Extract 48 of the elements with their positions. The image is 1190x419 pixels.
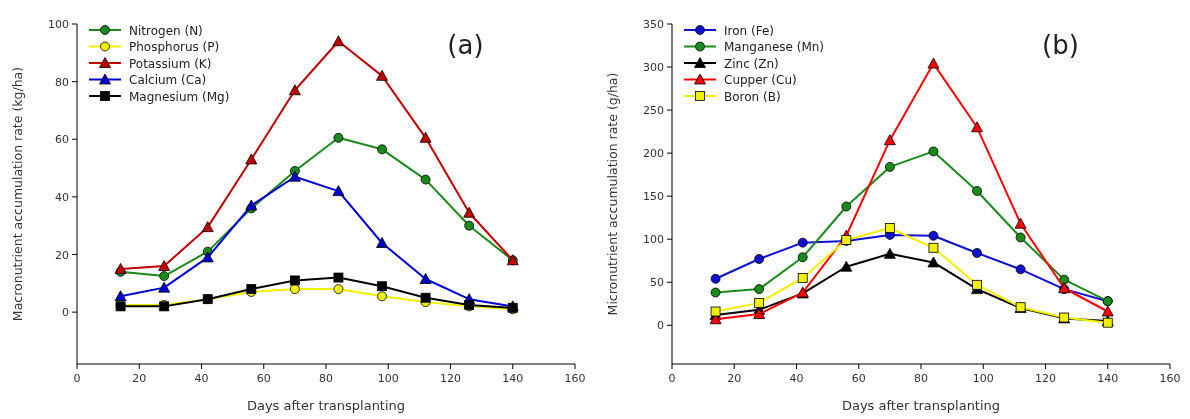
y-tick-label: 100 [48, 18, 69, 31]
x-tick-label: 60 [256, 372, 271, 385]
x-tick-label: 40 [789, 372, 804, 385]
y-tick-label: 0 [62, 306, 69, 320]
x-tick-label: 160 [564, 372, 586, 385]
legend-label: Nitrogen (N) [129, 23, 203, 38]
y-tick-label: 0 [657, 319, 664, 333]
x-tick-label: 160 [1159, 372, 1181, 385]
y-axis-title: Macronutrient accumulation rate (kg/ha) [10, 66, 25, 322]
x-tick-label: 40 [194, 372, 209, 385]
y-axis-title: Micronutrient accumulation rate (g/ha) [605, 72, 620, 316]
x-tick-label: 60 [851, 372, 866, 385]
legend-label: Potassium (K) [129, 56, 212, 71]
y-tick-label: 200 [643, 147, 664, 161]
y-tick-label: 300 [643, 61, 664, 75]
x-tick-label: 80 [914, 372, 928, 385]
y-tick-label: 100 [643, 233, 664, 247]
x-tick-label: 140 [502, 372, 524, 385]
x-tick-label: 100 [377, 372, 399, 385]
legend-label: Zinc (Zn) [724, 56, 779, 71]
x-axis-title: Days after transplanting [841, 398, 1001, 413]
x-tick-label: 100 [972, 372, 994, 385]
x-tick-label: 0 [73, 372, 81, 385]
y-tick-label: 40 [55, 190, 69, 204]
y-tick-label: 20 [55, 248, 69, 262]
annotation: (a) [447, 30, 484, 60]
x-tick-label: 80 [319, 372, 333, 385]
y-tick-label: 60 [55, 133, 69, 147]
x-tick-label: 20 [132, 372, 147, 385]
legend-label: Manganese (Mn) [724, 40, 825, 54]
x-tick-label: 140 [1097, 372, 1119, 385]
y-tick-label: 250 [643, 104, 664, 118]
y-tick-label: 80 [55, 75, 69, 89]
legend-label: Calcium (Ca) [129, 73, 207, 87]
x-tick-label: 120 [440, 372, 461, 385]
x-tick-label: 120 [1035, 372, 1056, 385]
x-tick-label: 20 [727, 372, 742, 385]
legend-label: Iron (Fe) [724, 23, 774, 38]
y-tick-label: 50 [650, 276, 664, 290]
legend-label: Magnesium (Mg) [129, 89, 230, 104]
legend-label: Cupper (Cu) [724, 73, 797, 87]
legend-label: Boron (B) [724, 89, 781, 104]
annotation: (b) [1042, 30, 1079, 60]
x-tick-label: 0 [668, 372, 676, 385]
y-tick-label: 350 [643, 18, 664, 31]
legend-label: Phosphorus (P) [129, 40, 220, 54]
x-axis-title: Days after transplanting [246, 398, 406, 413]
y-tick-label: 150 [643, 190, 664, 204]
